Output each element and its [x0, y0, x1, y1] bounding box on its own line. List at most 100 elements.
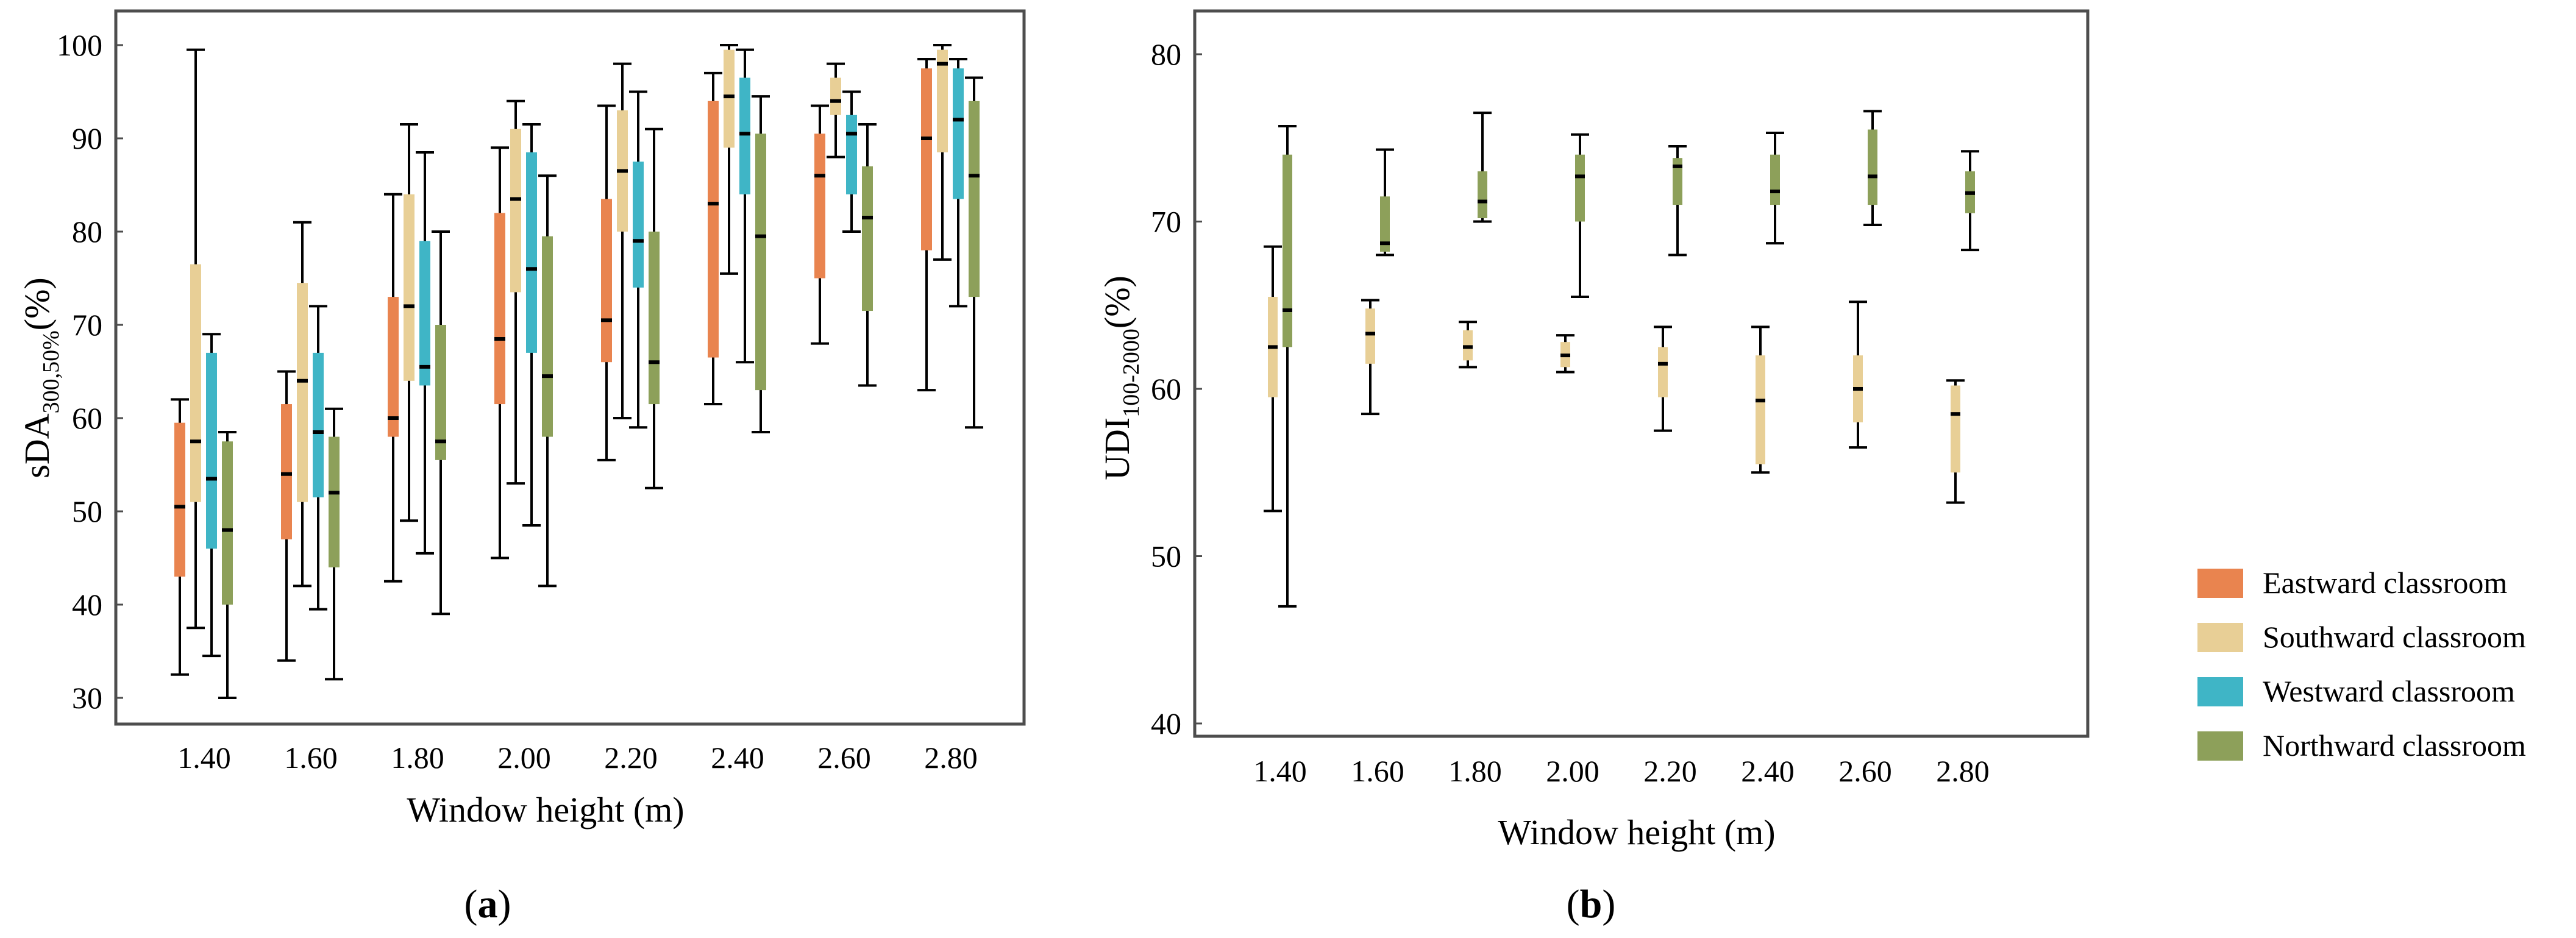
chart-a-box-north-7 [965, 76, 983, 429]
chart-b-box-north-1 [1376, 148, 1394, 257]
box-iqr [1478, 171, 1487, 219]
chart-b-y-tick-label: 80 [1151, 37, 1181, 71]
chart-a-y-tick-label: 40 [72, 588, 102, 622]
box-iqr [1658, 347, 1668, 397]
chart-a-box-south-2 [400, 123, 418, 522]
chart-b-box-north-2 [1473, 112, 1492, 223]
chart-b-box-north-4 [1668, 144, 1687, 257]
chart-a-y-tick-label: 90 [72, 121, 102, 155]
chart-a-x-tick-label: 2.20 [604, 741, 658, 775]
chart-a-box-west-4 [629, 90, 647, 429]
chart-b-x-tick-label: 2.80 [1936, 754, 1990, 788]
legend-swatch-west [2197, 677, 2243, 706]
chart-a-box-south-6 [827, 62, 845, 158]
chart-b-panel-label-letter: b [1580, 882, 1603, 926]
box-iqr [526, 152, 537, 353]
chart-b-x-tick-label: 1.60 [1351, 754, 1404, 788]
chart-a-x-label: Window height (m) [407, 790, 684, 830]
box-iqr [814, 133, 825, 279]
box-iqr [1770, 154, 1780, 205]
chart-b-box-north-0 [1278, 125, 1297, 608]
chart-a-x-tick-label: 1.40 [177, 741, 231, 775]
box-iqr [329, 436, 340, 567]
chart-b-y-label-sub: 100-2000 [1119, 329, 1144, 417]
chart-a-y-ticks: 30 40 50 60 70 80 90 100 [57, 28, 123, 715]
chart-b-box-south-0 [1264, 245, 1282, 513]
chart-a-box-north-1 [325, 407, 343, 681]
legend-item-east: Eastward classroom [2197, 566, 2507, 600]
chart-a-box-south-1 [293, 221, 311, 588]
box-iqr [649, 232, 660, 405]
box-iqr [830, 77, 841, 115]
chart-a-y-label-tail: (%) [17, 277, 57, 330]
chart-a-x-tick-label: 1.60 [284, 741, 338, 775]
box-iqr [419, 241, 430, 386]
box-iqr [953, 68, 964, 199]
legend-swatch-east [2197, 569, 2243, 598]
chart-a-box-south-4 [613, 62, 632, 419]
box-iqr [435, 325, 446, 460]
chart-b-x-tick-label: 2.60 [1838, 754, 1892, 788]
chart-b-panel-label: (b) [1567, 882, 1616, 926]
chart-b-box-south-1 [1361, 299, 1379, 416]
chart-a-panel-label: (a) [464, 882, 511, 926]
legend-label-south: Southward classroom [2263, 620, 2526, 654]
chart-b: 40 50 60 70 80 1.40 1.60 1.80 2.00 2.20 2.40 2.60 2… [1097, 9, 2090, 926]
chart-a-y-tick-label: 100 [57, 28, 102, 62]
chart-a-y-tick-label: 50 [72, 494, 102, 528]
box-iqr [174, 422, 185, 577]
chart-a-box-east-5 [704, 71, 722, 406]
chart-a-x-tick-label: 2.60 [817, 741, 871, 775]
box-iqr [1380, 196, 1390, 252]
chart-b-x-tick-label: 1.80 [1448, 754, 1502, 788]
chart-b-box-south-3 [1556, 334, 1574, 374]
box-iqr [1951, 385, 1960, 473]
box-iqr [601, 199, 612, 363]
chart-b-y-label-main: UDI [1097, 417, 1137, 480]
chart-a-panel-label-close: ) [498, 882, 511, 926]
box-iqr [846, 115, 857, 194]
chart-a-panel-label-letter: a [478, 882, 498, 926]
chart-a-box-north-3 [538, 174, 557, 588]
legend-item-south: Southward classroom [2197, 620, 2526, 654]
box-iqr [222, 441, 233, 605]
chart-b-y-tick-label: 40 [1151, 706, 1181, 741]
box-iqr [1673, 158, 1682, 205]
chart-legend: Eastward classroom Southward classroom W… [2197, 566, 2526, 762]
chart-a-x-tick-label: 2.80 [924, 741, 978, 775]
chart-a-y-label: sDA300,50%(%) [17, 277, 64, 478]
chart-b-x-tick-label: 2.20 [1643, 754, 1697, 788]
box-iqr [494, 213, 505, 405]
chart-b-x-tick-label: 1.40 [1253, 754, 1307, 788]
box-iqr [388, 297, 399, 437]
chart-b-x-label: Window height (m) [1498, 812, 1775, 852]
chart-a-box-east-2 [384, 193, 402, 583]
chart-a-y-label-sub: 300,50% [38, 330, 64, 413]
chart-b-y-label-tail: (%) [1097, 275, 1137, 329]
chart-a-box-west-1 [309, 305, 327, 611]
box-iqr [281, 404, 292, 539]
legend-swatch-north [2197, 731, 2243, 761]
box-iqr [297, 283, 308, 502]
box-iqr [739, 77, 750, 194]
chart-a-box-east-3 [491, 146, 509, 560]
box-iqr [313, 352, 324, 498]
chart-a-y-label-main: sDA [17, 413, 57, 478]
chart-a-box-east-6 [811, 104, 829, 345]
chart-b-box-north-5 [1766, 132, 1784, 245]
chart-b-box-south-6 [1849, 300, 1867, 449]
legend-label-west: Westward classroom [2263, 674, 2515, 708]
chart-b-panel-label-close: ) [1602, 882, 1615, 926]
chart-b-box-north-3 [1571, 133, 1589, 299]
chart-a-box-north-4 [645, 127, 663, 489]
chart-a-box-west-0 [202, 333, 221, 658]
chart-a-box-south-5 [720, 44, 738, 275]
legend-label-east: Eastward classroom [2263, 566, 2507, 600]
chart-b-y-label: UDI100-2000(%) [1097, 275, 1144, 480]
box-iqr [1283, 154, 1292, 347]
chart-a-box-west-2 [416, 151, 434, 555]
chart-a: 30 40 50 60 70 80 90 100 1.40 1.60 1.80 2.00 2.20 2.… [17, 9, 1026, 926]
chart-a-box-west-5 [736, 48, 754, 364]
box-iqr [1365, 308, 1375, 364]
chart-b-plot-frame [1193, 9, 2090, 738]
